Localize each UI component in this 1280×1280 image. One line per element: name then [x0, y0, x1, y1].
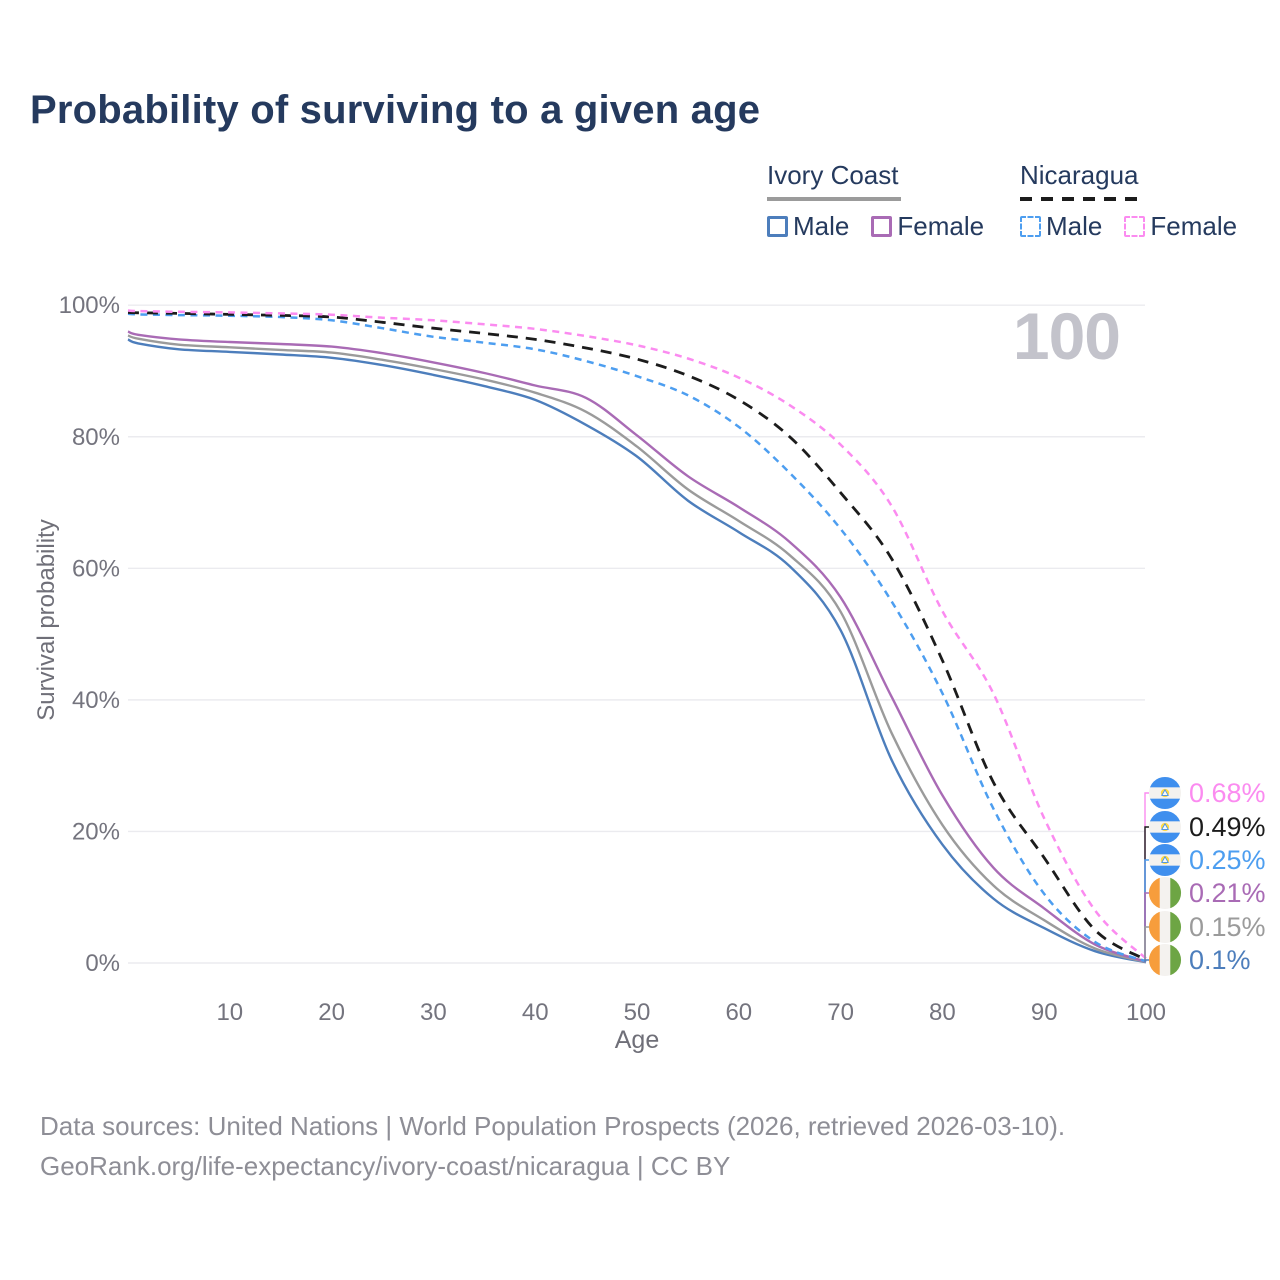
nicaragua-male-swatch-icon [1020, 216, 1041, 237]
ivory-coast-female-swatch-icon [871, 216, 893, 237]
svg-text:30: 30 [420, 999, 447, 1026]
page-title: Probability of surviving to a given age [30, 88, 761, 132]
end-value: 0.21% [1189, 877, 1266, 908]
end-value: 0.15% [1189, 911, 1266, 942]
legend-item-ivory-coast-male[interactable]: Male [767, 211, 849, 242]
end-value: 0.49% [1189, 811, 1266, 842]
svg-text:60%: 60% [72, 555, 120, 582]
legend-group-nicaragua: Nicaragua Male Female [1020, 160, 1250, 242]
svg-text:80%: 80% [72, 424, 120, 451]
svg-text:100%: 100% [59, 292, 120, 319]
legend-label: Male [1046, 211, 1103, 241]
end-label-ivory-coast-male: 0.1% [1148, 943, 1251, 977]
nicaragua-flag-icon [1148, 810, 1182, 844]
end-value: 0.1% [1189, 944, 1251, 975]
end-value: 0.68% [1189, 777, 1266, 808]
svg-text:40%: 40% [72, 687, 120, 714]
svg-text:10: 10 [216, 999, 243, 1026]
data-source-line1: Data sources: United Nations | World Pop… [40, 1111, 1066, 1141]
legend-item-nicaragua-female[interactable]: Female [1124, 211, 1237, 242]
nicaragua-flag-icon [1148, 776, 1182, 810]
legend-group-ivory-coast: Ivory Coast Male Female [767, 160, 987, 242]
ivory-coast-flag-icon [1148, 910, 1182, 944]
legend-label: Female [897, 211, 985, 241]
end-label-ivory-coast-total: 0.15% [1148, 910, 1266, 944]
svg-text:70: 70 [827, 999, 854, 1026]
ivory-coast-flag-icon [1148, 943, 1182, 977]
svg-text:0%: 0% [85, 950, 120, 977]
y-axis-title: Survival probability [33, 519, 60, 721]
hovered-age-indicator: 100 [1012, 299, 1121, 373]
ivory-coast-flag-icon [1148, 876, 1182, 910]
end-label-nicaragua-total: 0.49% [1148, 810, 1266, 844]
ivory-coast-male-swatch-icon [767, 216, 788, 237]
end-value: 0.25% [1189, 844, 1266, 875]
end-label-nicaragua-female: 0.68% [1148, 776, 1266, 810]
legend-title-nicaragua: Nicaragua [1020, 160, 1139, 190]
ivory-coast-line-style-sample [767, 197, 901, 201]
svg-text:50: 50 [624, 999, 651, 1026]
svg-text:60: 60 [725, 999, 752, 1026]
end-label-nicaragua-male: 0.25% [1148, 843, 1266, 877]
nicaragua-flag-icon [1148, 843, 1182, 877]
legend-item-ivory-coast-female[interactable]: Female [871, 211, 984, 242]
svg-text:40: 40 [522, 999, 549, 1026]
end-label-ivory-coast-female: 0.21% [1148, 876, 1266, 910]
curve-ivory-coast-female [127, 330, 1147, 963]
svg-text:20%: 20% [72, 818, 120, 845]
svg-text:90: 90 [1031, 999, 1058, 1026]
svg-text:80: 80 [929, 999, 956, 1026]
nicaragua-line-style-sample [1020, 197, 1138, 201]
x-axis-title: Age [614, 1026, 660, 1054]
curve-ivory-coast-both-sexes [127, 334, 1147, 964]
data-source-line2: GeoRank.org/life-expectancy/ivory-coast/… [40, 1151, 731, 1181]
svg-text:20: 20 [318, 999, 345, 1026]
data-source-note: Data sources: United Nations | World Pop… [40, 1106, 1065, 1186]
legend-label: Female [1150, 211, 1238, 241]
legend-label: Male [793, 211, 850, 241]
curve-nicaragua-female [127, 309, 1147, 960]
curve-ivory-coast-male [127, 338, 1147, 964]
curve-nicaragua-both-sexes [127, 311, 1147, 962]
svg-text:100: 100 [1126, 999, 1166, 1026]
legend-title-ivory-coast: Ivory Coast [767, 160, 899, 190]
curve-nicaragua-male [127, 312, 1147, 963]
legend-item-nicaragua-male[interactable]: Male [1020, 211, 1102, 242]
nicaragua-female-swatch-icon [1124, 216, 1146, 237]
